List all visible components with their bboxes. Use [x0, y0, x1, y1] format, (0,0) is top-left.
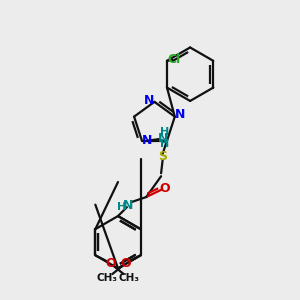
Text: H: H	[160, 139, 170, 149]
Text: N: N	[142, 134, 152, 147]
Text: H: H	[117, 202, 126, 212]
Text: N: N	[123, 199, 134, 212]
Text: CH₃: CH₃	[97, 273, 118, 283]
Text: O: O	[105, 257, 116, 270]
Text: S: S	[158, 150, 167, 164]
Text: N: N	[175, 108, 185, 121]
Text: CH₃: CH₃	[118, 273, 139, 283]
Text: N: N	[144, 94, 154, 107]
Text: Cl: Cl	[168, 53, 181, 66]
Text: O: O	[121, 257, 131, 270]
Text: N: N	[158, 132, 168, 145]
Text: O: O	[159, 182, 170, 195]
Text: H: H	[160, 127, 170, 137]
